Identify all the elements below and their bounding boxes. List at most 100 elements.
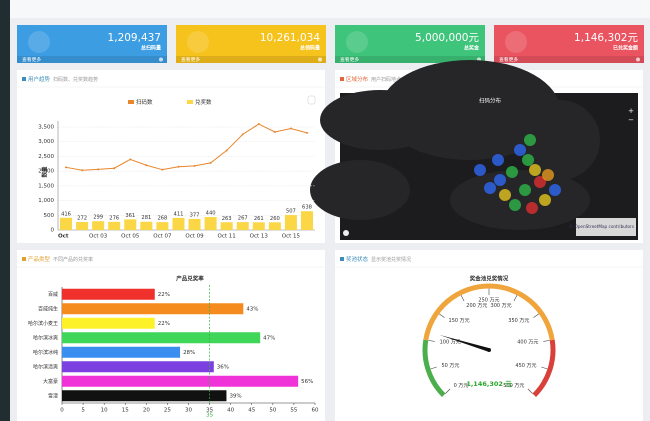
menu-button[interactable] [307,95,316,105]
card-label: 总领码量 [300,45,320,52]
bar [62,390,227,402]
gauge-tick [428,340,435,342]
panel-subtitle: 扫码数、兑奖数趋势 [53,76,98,83]
stat-card[interactable] [176,25,326,63]
y-tick-label: 大富豪 [43,378,58,385]
zoom-out[interactable]: − [628,116,634,124]
stat-card[interactable] [17,25,167,63]
card-more-icon [318,57,322,62]
bar [252,222,265,230]
card-value: 10,261,034 [260,32,320,44]
y-tick-label: 500 [44,213,55,219]
chart-title: 产品兑奖率 [176,275,204,283]
header-icon [340,257,344,261]
bar [268,222,281,230]
bar-value-label: 47% [263,335,275,341]
line-point [129,158,132,161]
card-label: 总奖金 [464,45,480,52]
line-point [65,166,68,169]
line-point [273,131,276,134]
panel-title: 区域分布 [346,75,369,83]
x-tick-label: Oct 09 [185,234,204,240]
map-land [520,100,600,180]
bar [172,217,185,230]
bar-value-label: 411 [174,211,184,217]
line-point [241,133,244,136]
bar-value-label: 299 [93,215,103,221]
gauge-tick-label: 350 万元 [508,318,529,324]
legend-label: 扫码数 [136,98,153,106]
card-icon [346,31,368,53]
card-more[interactable]: 查看更多 [340,56,359,63]
panel-subtitle: 不同产品的兑奖率 [53,256,93,263]
card-icon [187,31,209,53]
bar-value-label: 263 [222,216,232,222]
line-point [81,169,84,172]
legend-swatch[interactable] [187,100,193,104]
panel [335,250,643,421]
bar-value-label: 56% [301,379,313,385]
line-point [305,131,308,134]
zoom-in[interactable]: + [628,107,634,115]
card-more[interactable]: 查看更多 [499,56,518,63]
heat-spot [492,154,504,166]
bar [62,288,155,300]
panel-subtitle: 用户扫码地点分布 [371,76,411,83]
y-tick-label: 百威 [48,291,58,298]
heat-spot [494,174,506,186]
bar-value-label: 260 [270,216,280,222]
card-more[interactable]: 查看更多 [22,56,41,63]
line-point [209,161,212,164]
y-tick-label: 3,000 [38,139,54,145]
x-tick-label: Oct [58,234,69,240]
gauge-tick [430,366,437,370]
x-tick-label: 35 [206,408,213,414]
bar [188,218,201,230]
bar [300,211,313,230]
bar [204,217,217,230]
map-land [380,60,560,160]
header-icon [22,77,26,81]
y-tick-label: 1,500 [38,183,54,189]
line-point [257,123,260,126]
bar [62,332,261,344]
bar [108,221,121,230]
gauge-tick [460,295,465,302]
panel-title: 奖池状态 [346,255,369,263]
bar [62,317,155,329]
card-more-icon [636,57,640,62]
stat-card[interactable] [335,25,485,63]
x-tick-label: 0 [60,408,64,414]
x-tick-label: Oct 03 [89,234,108,240]
heat-spot [542,169,554,181]
gauge-tick-label: 500 万元 [503,383,524,389]
sidebar [0,0,10,421]
x-tick-label: 30 [185,408,192,414]
x-tick-label: 5 [81,408,85,414]
line-point [113,167,116,170]
stat-card[interactable] [494,25,644,63]
reset-button[interactable] [343,230,349,236]
gauge-tick [541,366,548,370]
card-more[interactable]: 查看更多 [181,56,200,63]
bar-value-label: 377 [190,212,200,218]
gauge-tick [513,295,518,302]
gauge-tick-label: 400 万元 [517,340,538,346]
legend-swatch[interactable] [128,100,134,104]
card-label: 总扫码量 [141,45,161,52]
bar [156,222,169,230]
attribution: © OpenStreetMap contributors [569,224,634,229]
heat-spot [539,194,551,206]
bar [220,222,233,230]
bar-value-label: 361 [125,213,135,219]
x-tick-label: Oct 05 [121,234,140,240]
x-tick-label: 15 [122,408,129,414]
map-land [310,160,410,220]
gauge-tick-label: 250 万元 [478,298,499,304]
bar-value-label: 36% [217,364,229,370]
y-tick-label: 百威纯生 [38,305,58,312]
line-point [225,149,228,152]
chart-title: 奖金池兑奖情况 [470,275,509,283]
line-point [193,164,196,167]
bar-value-label: 28% [183,350,195,356]
